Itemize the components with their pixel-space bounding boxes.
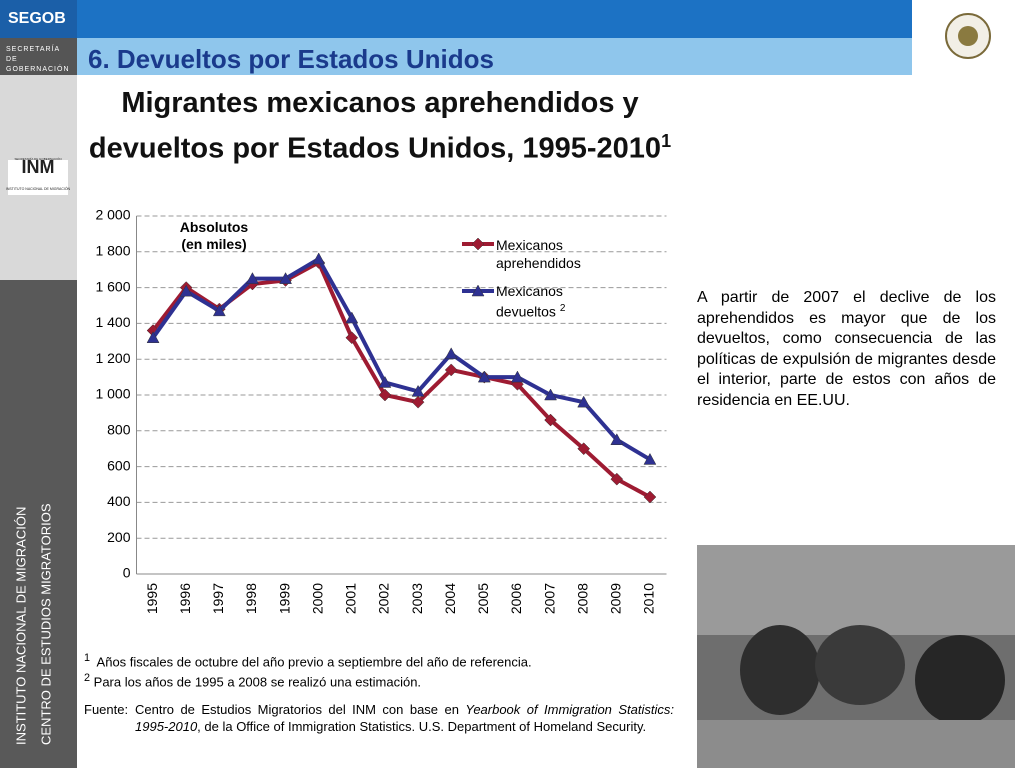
ministry-bar (0, 38, 77, 75)
marker (511, 370, 524, 383)
source-part: Centro de Estudios Migratorios del INM c… (135, 701, 466, 717)
marker (477, 370, 491, 383)
marker (577, 395, 591, 408)
emblem-center (958, 26, 978, 46)
marker (643, 490, 657, 504)
inm-logo: INM (22, 157, 55, 177)
title-superscript: 1 (661, 131, 672, 151)
y-tick-label: 1 200 (95, 350, 130, 366)
marker (471, 284, 485, 297)
x-tick-label: 2010 (641, 583, 657, 614)
x-tick-label: 2002 (376, 583, 392, 614)
inm-logo-box (8, 160, 68, 195)
photo-figure (815, 625, 905, 705)
x-tick-label: 2004 (442, 583, 458, 614)
x-tick-label: 1998 (243, 583, 259, 614)
marker (577, 442, 591, 456)
marker (345, 331, 359, 345)
x-tick-label: 2007 (541, 583, 557, 614)
x-tick-label: 1995 (144, 583, 160, 614)
top-bar (77, 0, 912, 38)
x-tick-label: 2006 (508, 583, 524, 614)
annotation: Absolutos (en miles) (179, 219, 249, 252)
notes: 1 Años fiscales de octubre del año previ… (84, 650, 674, 736)
legend-entry: Mexicanos aprehendidos (496, 237, 581, 271)
marker (610, 472, 624, 486)
x-tick-label: 2009 (608, 583, 624, 614)
marker (146, 331, 160, 343)
ministry: SECRETARÍA DE GOBERNACIÓN (6, 46, 70, 73)
source: Fuente: Centro de Estudios Migratorios d… (84, 701, 674, 736)
y-tick-label: 200 (107, 529, 131, 545)
brand: SEGOB (8, 10, 66, 27)
photo-figure (740, 625, 820, 715)
legend-entry: Mexicanos devueltos (496, 283, 563, 320)
inm-logo-top: SECRETARÍA DE GOBERNACIÓN (14, 156, 61, 161)
y-tick-label: 400 (107, 493, 131, 509)
source-part: Yearbook of Immigration Statistics: 1995… (135, 701, 674, 735)
x-tick-label: 2008 (574, 583, 590, 614)
footnote-marker: 2 (84, 672, 91, 685)
marker (411, 395, 425, 409)
y-tick-label: 1 600 (95, 278, 130, 294)
marker (378, 388, 392, 402)
footnote-text: Para los años de 1995 a 2008 se realizó … (93, 674, 422, 690)
y-tick-label: 1 000 (95, 386, 130, 402)
marker (444, 347, 458, 360)
y-tick-label: 1 400 (95, 314, 130, 330)
y-tick-label: 800 (107, 422, 131, 438)
x-tick-label: 1996 (177, 583, 193, 614)
x-tick-label: 2003 (409, 583, 425, 614)
marker (411, 384, 425, 397)
footnote-marker: 1 (84, 652, 91, 664)
sidebar-bottom (0, 280, 77, 768)
source-label: Fuente: (84, 701, 129, 717)
marker (544, 388, 557, 401)
marker (643, 452, 657, 465)
y-tick-label: 2 000 (95, 207, 130, 223)
x-tick-label: 2000 (309, 583, 325, 614)
sidebar-line: CENTRO DE ESTUDIOS MIGRATORIOS (38, 503, 53, 745)
chart-title-box: Migrantes mexicanos aprehendidos y devue… (85, 84, 675, 168)
y-tick-label: 600 (107, 457, 131, 473)
source-part: , de la Office of Immigration Statistics… (197, 719, 647, 735)
legend-superscript: 2 (559, 303, 566, 314)
section-title: 6. Devueltos por Estados Unidos (88, 44, 494, 74)
inm-logo-bottom: INSTITUTO NACIONAL DE MIGRACIÓN (6, 186, 71, 191)
photo-sky (697, 545, 1015, 635)
x-tick-label: 2001 (343, 583, 359, 614)
marker (610, 433, 624, 445)
brand-bar (0, 0, 77, 38)
sidebar-line: INSTITUTO NACIONAL DE MIGRACIÓN (13, 507, 28, 745)
marker (378, 375, 392, 388)
y-tick-label: 0 (123, 565, 131, 581)
section-bar (77, 38, 912, 75)
source-text: Centro de Estudios Migratorios del INM c… (135, 701, 674, 736)
y-tick-label: 1 800 (95, 243, 130, 259)
marker (444, 363, 458, 377)
marker (312, 252, 326, 265)
marker (212, 304, 226, 317)
x-tick-label: 1999 (276, 583, 292, 614)
marker (279, 272, 292, 284)
legend-entry-box: Mexicanos devueltos 2 (496, 282, 600, 321)
marker (471, 237, 485, 251)
footnote: 1 Años fiscales de octubre del año previ… (84, 650, 674, 670)
x-tick-label: 2005 (475, 583, 491, 614)
photo-ground (697, 720, 1015, 768)
x-tick-label: 1997 (210, 583, 226, 614)
footnote-text: Años fiscales de octubre del año previo … (96, 654, 532, 670)
commentary: A partir de 2007 el declive de los apreh… (697, 289, 996, 409)
marker (544, 413, 557, 427)
footnote: 2 Para los años de 1995 a 2008 se realiz… (84, 670, 674, 690)
marker (345, 311, 359, 324)
photo-figure (915, 635, 1005, 725)
marker (246, 272, 259, 284)
marker (179, 284, 193, 297)
chart-title: Migrantes mexicanos aprehendidos y devue… (88, 87, 662, 165)
series-line (151, 256, 651, 462)
